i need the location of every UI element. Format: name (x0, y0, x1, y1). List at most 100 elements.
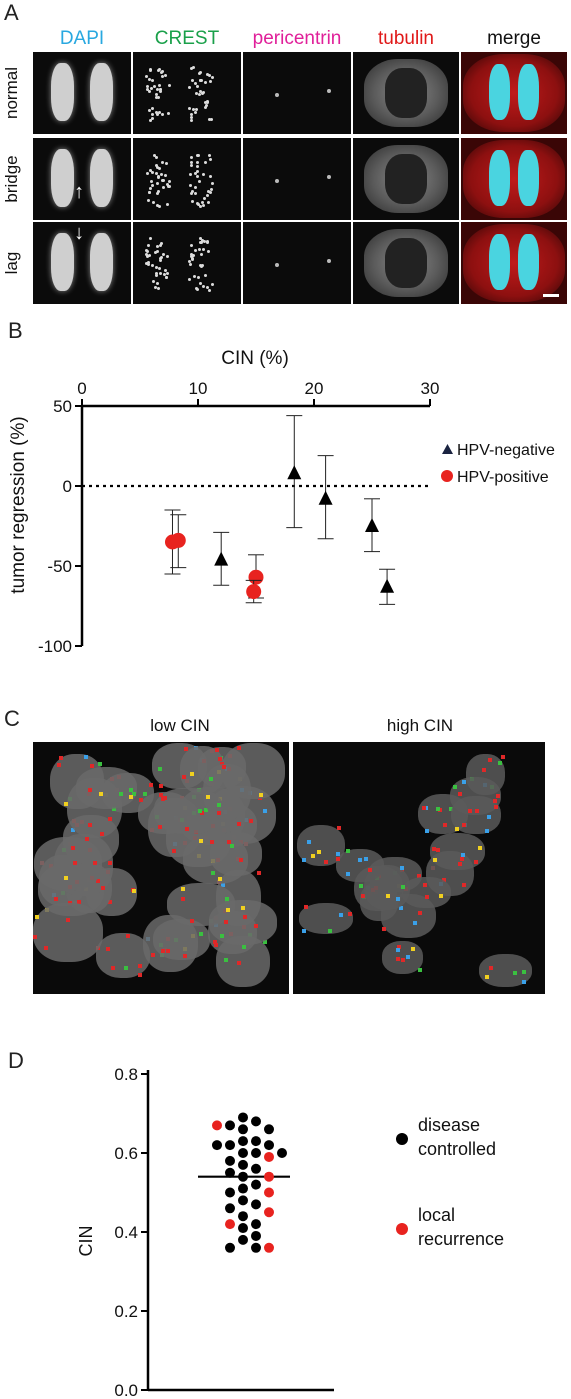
crest-spot (159, 241, 163, 245)
crest-spot (151, 171, 155, 175)
chart-d-point-disease-controlled (212, 1140, 222, 1151)
crest-spot (209, 157, 213, 161)
fish-probe-spot (253, 924, 258, 929)
chart-d-point-disease-controlled (225, 1203, 235, 1214)
crest-spot (149, 87, 153, 91)
chart-b-point-hpv-positive (248, 569, 264, 585)
chart-d-point-disease-controlled (225, 1120, 235, 1131)
fish-probe-spot (171, 849, 176, 854)
crest-spot (160, 178, 164, 182)
fish-probe-spot (63, 875, 68, 880)
chart-d-point-disease-controlled (225, 1155, 235, 1166)
crest-spot (147, 108, 151, 112)
column-header-dapi: DAPI (59, 28, 105, 49)
fish-probe-spot (422, 882, 427, 887)
fish-probe-spot (163, 795, 168, 800)
crest-spot (162, 253, 166, 257)
crest-spot (204, 103, 208, 107)
crest-spot (155, 282, 159, 286)
fish-probe-spot (118, 792, 123, 797)
fish-probe-spot (88, 787, 93, 792)
crest-spot (192, 275, 196, 279)
fish-probe-spot (410, 947, 415, 951)
fish-probe-spot (84, 837, 89, 842)
fish-probe-spot (395, 948, 400, 953)
legend-triangle-icon (442, 444, 453, 454)
fish-probe-spot (33, 934, 38, 939)
fish-probe-spot (485, 975, 490, 980)
nucleus (381, 941, 423, 974)
fish-probe-spot (435, 847, 440, 852)
crest-spot (152, 153, 156, 157)
fish-probe-spot (493, 799, 498, 804)
fish-probe-spot (159, 792, 164, 797)
chromosome-mass (50, 233, 75, 291)
fish-probe-spot (129, 795, 134, 800)
crest-spot (204, 81, 208, 85)
crest-spot (189, 115, 193, 119)
crest-spot (153, 85, 157, 88)
fish-probe-spot (107, 816, 112, 821)
chart-b-y-tick-label: 50 (53, 397, 72, 416)
chart-d-point-disease-controlled (264, 1140, 274, 1151)
fish-probe-spot (240, 905, 245, 910)
crest-spot (193, 110, 197, 114)
crest-spot (204, 274, 208, 278)
fish-probe-spot (486, 815, 491, 820)
fish-probe-spot (301, 857, 306, 862)
fish-probe-spot (143, 791, 148, 796)
chart-d-point-disease-controlled (277, 1148, 287, 1158)
fish-probe-spot (218, 757, 223, 762)
crest-spot (155, 272, 159, 276)
fish-probe-spot (181, 775, 186, 780)
fish-probe-spot (128, 787, 133, 792)
fish-probe-spot (413, 920, 418, 925)
crest-spot (190, 67, 194, 71)
chart-d-point-disease-controlled (238, 1112, 248, 1123)
fish-probe-spot (190, 772, 195, 777)
fish-probe-spot (77, 899, 82, 904)
fish-probe-spot (211, 870, 216, 875)
fish-probe-spot (236, 822, 241, 827)
crest-spot (155, 249, 159, 253)
crest-spot (164, 161, 168, 165)
chart-b-x-tick-label: 30 (421, 379, 440, 398)
crest-spot (188, 278, 192, 282)
crest-spot (166, 182, 170, 186)
crest-spot (146, 250, 150, 254)
fish-probe-spot (433, 858, 438, 863)
crest-spot (148, 236, 152, 240)
chart-d-point-disease-controlled (238, 1223, 248, 1234)
fish-probe-spot (339, 912, 344, 917)
crest-spot (160, 173, 164, 177)
crest-spot (167, 179, 171, 183)
arrow-icon: ↑ (74, 180, 85, 203)
crest-spot (155, 112, 159, 116)
micrograph-normal-crest (133, 52, 241, 134)
fish-probe-spot (421, 806, 426, 811)
centrosome-spot (275, 93, 280, 97)
fish-probe-spot (346, 871, 351, 876)
crest-spot (202, 91, 206, 95)
crest-spot (195, 153, 199, 157)
crest-spot (205, 73, 209, 77)
fish-probe-spot (199, 932, 204, 937)
fish-probe-spot (303, 904, 308, 909)
chart-b-point-hpv-positive (246, 584, 262, 600)
nucleus (33, 836, 102, 892)
fish-probe-spot (157, 824, 162, 829)
crest-spot (204, 161, 208, 165)
crest-spot (160, 160, 164, 164)
chart-b-y-tick-label: -100 (38, 637, 72, 656)
chart-b-x-tick-label: 0 (77, 379, 86, 398)
fish-probe-spot (259, 793, 264, 798)
crest-spot (149, 168, 153, 172)
fish-probe-spot (159, 783, 164, 788)
crest-spot (209, 190, 213, 194)
chart-d-point-disease-controlled (238, 1171, 248, 1182)
crest-spot (194, 107, 198, 111)
crest-spot (202, 239, 206, 243)
crest-spot (158, 271, 162, 275)
crest-spot (155, 191, 159, 195)
fish-probe-spot (418, 967, 423, 972)
